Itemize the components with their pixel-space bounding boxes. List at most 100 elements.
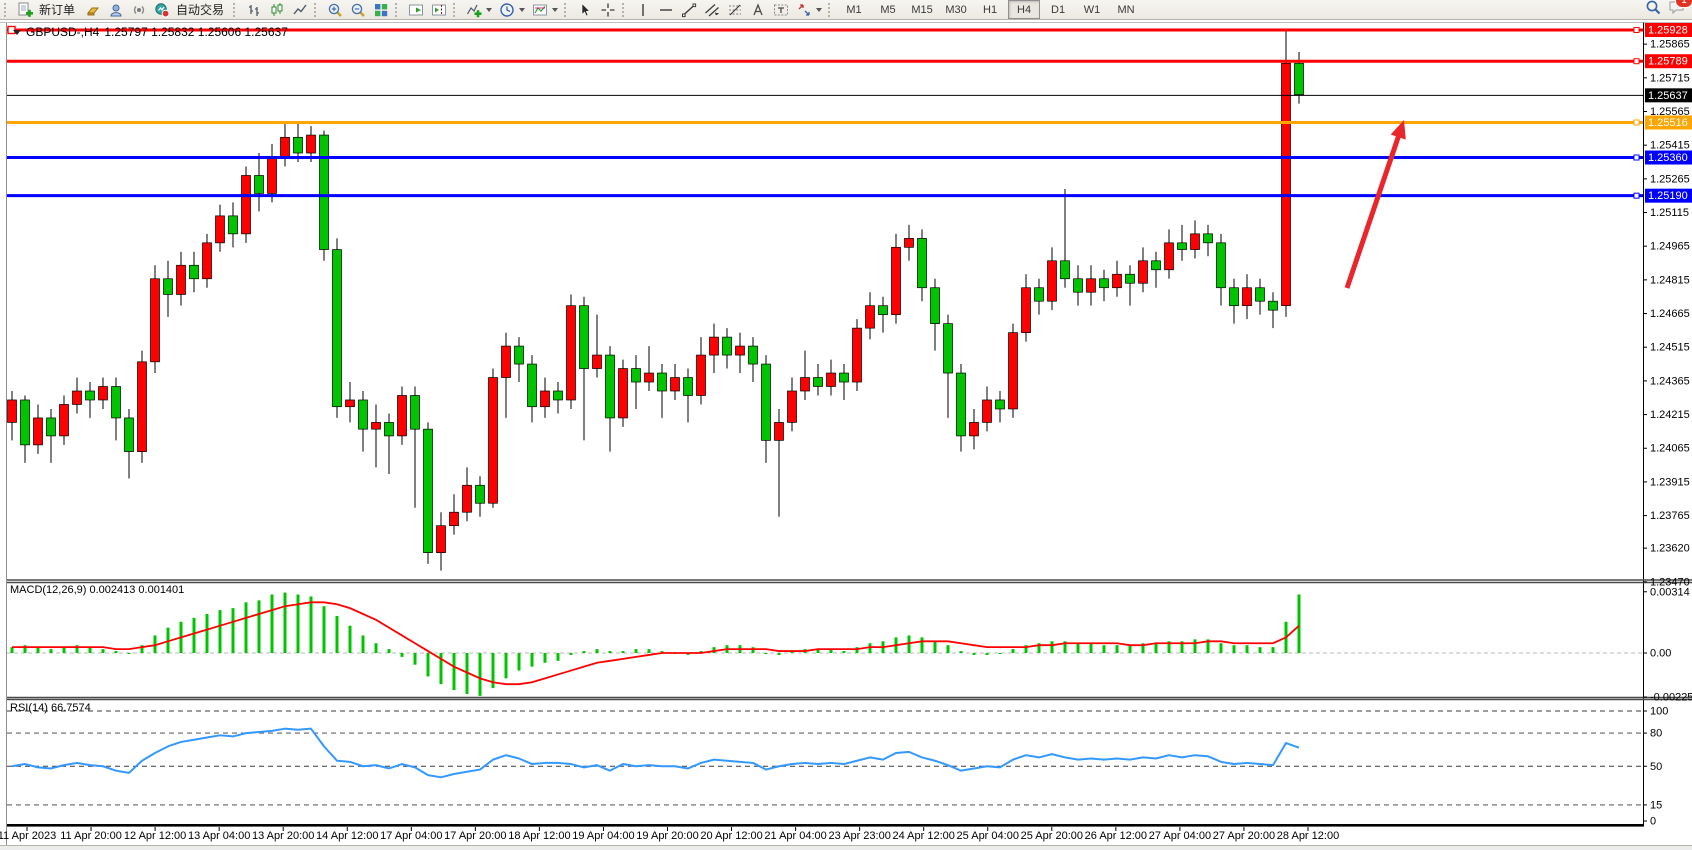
search-icon[interactable] <box>1645 0 1662 21</box>
svg-text:1.24365: 1.24365 <box>1650 375 1690 387</box>
svg-text:1.25190: 1.25190 <box>1648 190 1688 202</box>
svg-text:1.25265: 1.25265 <box>1650 173 1690 185</box>
svg-text:1.24665: 1.24665 <box>1650 308 1690 320</box>
cursor-arrow-icon <box>577 2 593 18</box>
templates-dropdown-caret[interactable] <box>552 7 559 12</box>
symbol-dropdown-icon[interactable] <box>13 29 21 35</box>
timeframe-button-m5[interactable]: M5 <box>880 3 896 16</box>
line-chart-button[interactable] <box>289 1 311 19</box>
timeframe-button-m30[interactable]: M30 <box>945 3 967 16</box>
zoom-in-icon <box>327 2 343 18</box>
svg-text:15: 15 <box>1650 799 1662 811</box>
arrows-dropdown-caret[interactable] <box>816 7 823 12</box>
toolbar-separator <box>828 2 835 17</box>
chart-shift-button[interactable] <box>428 1 450 19</box>
notification-badge: 1 <box>1675 0 1692 8</box>
tile-windows-button[interactable] <box>370 1 392 19</box>
fibonacci-button[interactable] <box>724 1 746 19</box>
bar-chart-icon <box>246 2 262 18</box>
rsi-indicator-label: RSI(14) 66.7574 <box>10 702 91 714</box>
svg-text:27 Apr 20:00: 27 Apr 20:00 <box>1213 830 1275 842</box>
trend-arrow-annotation[interactable] <box>1344 120 1406 289</box>
svg-text:24 Apr 12:00: 24 Apr 12:00 <box>893 830 955 842</box>
profiles-button[interactable] <box>105 1 127 19</box>
svg-text:19 Apr 20:00: 19 Apr 20:00 <box>636 830 698 842</box>
horizontal-line-icon <box>658 2 674 18</box>
candlestick-chart-button[interactable] <box>266 1 288 19</box>
svg-text:1.25516: 1.25516 <box>1648 117 1688 129</box>
svg-text:1.23470: 1.23470 <box>1650 576 1690 588</box>
timeframe-button-d1[interactable]: D1 <box>1051 3 1066 16</box>
auto-scroll-button[interactable] <box>405 1 427 19</box>
svg-text:11 Apr 2023: 11 Apr 2023 <box>0 830 56 842</box>
svg-text:0.00314: 0.00314 <box>1650 586 1690 598</box>
zoom-out-button[interactable] <box>347 1 369 19</box>
timeframe-button-h1[interactable]: H1 <box>983 3 998 16</box>
arrows-button[interactable] <box>793 1 815 19</box>
templates-icon <box>532 2 548 18</box>
svg-text:1.25637: 1.25637 <box>1648 90 1688 102</box>
svg-text:21 Apr 04:00: 21 Apr 04:00 <box>764 830 826 842</box>
new-chart-button[interactable] <box>82 1 104 19</box>
svg-text:18 Apr 12:00: 18 Apr 12:00 <box>508 830 570 842</box>
equidistant-channel-button[interactable] <box>701 1 723 19</box>
svg-text:13 Apr 20:00: 13 Apr 20:00 <box>252 830 314 842</box>
time-axis[interactable]: 11 Apr 2023 11 Apr 20:00 12 Apr 12:00 13 Ap… <box>0 827 1339 842</box>
tile-windows-icon <box>373 2 389 18</box>
timeframe-button-mn[interactable]: MN <box>1117 3 1135 16</box>
svg-text:1.23620: 1.23620 <box>1650 543 1690 555</box>
autotrading-button[interactable] <box>151 1 173 19</box>
svg-text:1.25789: 1.25789 <box>1648 56 1688 68</box>
text-label-button[interactable] <box>770 1 792 19</box>
trendline-button[interactable] <box>678 1 700 19</box>
market-signal-icon <box>131 2 147 18</box>
timeframe-button-h4[interactable]: H4 <box>1008 0 1041 19</box>
timeframe-button-m15[interactable]: M15 <box>911 3 933 16</box>
indicators-dropdown-caret[interactable] <box>486 7 493 12</box>
new-order-button[interactable] <box>14 1 36 19</box>
svg-text:14 Apr 12:00: 14 Apr 12:00 <box>316 830 378 842</box>
periods-dropdown-caret[interactable] <box>519 7 526 12</box>
text-button[interactable] <box>747 1 769 19</box>
vertical-line-button[interactable] <box>632 1 654 19</box>
zoom-in-button[interactable] <box>324 1 346 19</box>
chart-canvas[interactable]: 1.25928 1.25789 1.25637 1.25516 1.25360 1.251… <box>0 20 1692 850</box>
notifications-button[interactable]: 1 <box>1668 0 1692 20</box>
svg-text:25 Apr 04:00: 25 Apr 04:00 <box>957 830 1019 842</box>
timeframe-button-m1[interactable]: M1 <box>846 3 862 16</box>
toolbar-separator <box>314 2 321 17</box>
svg-text:23 Apr 23:00: 23 Apr 23:00 <box>828 830 890 842</box>
svg-text:20 Apr 12:00: 20 Apr 12:00 <box>700 830 762 842</box>
svg-text:1.25360: 1.25360 <box>1648 152 1688 164</box>
horizontal-line-button[interactable] <box>655 1 677 19</box>
bar-chart-button[interactable] <box>243 1 265 19</box>
svg-text:1.25115: 1.25115 <box>1650 207 1689 219</box>
templates-button[interactable] <box>529 1 551 19</box>
crosshair-button[interactable] <box>597 1 619 19</box>
toolbar-separator <box>564 2 571 17</box>
timeframe-button-w1[interactable]: W1 <box>1083 3 1101 16</box>
svg-text:12 Apr 12:00: 12 Apr 12:00 <box>124 830 186 842</box>
svg-text:17 Apr 20:00: 17 Apr 20:00 <box>444 830 506 842</box>
market-watch-button[interactable] <box>128 1 150 19</box>
cursor-button[interactable] <box>574 1 596 19</box>
horizontal-line-objects[interactable]: 1.25928 1.25789 1.25637 1.25516 1.25360 1.251… <box>7 23 1692 203</box>
indicators-button[interactable] <box>463 1 485 19</box>
price-axis[interactable]: 1.25865 1.25715 1.25565 1.25415 1.25265 1.251… <box>1643 39 1690 589</box>
svg-text:1.24065: 1.24065 <box>1650 443 1690 455</box>
chart-title-ohlc: 1.25797 1.25832 1.25606 1.25637 <box>104 25 288 39</box>
svg-text:28 Apr 12:00: 28 Apr 12:00 <box>1277 830 1339 842</box>
svg-text:13 Apr 04:00: 13 Apr 04:00 <box>188 830 250 842</box>
chart-frame <box>0 22 1692 846</box>
new-order-label[interactable]: 新订单 <box>39 3 76 17</box>
svg-text:100: 100 <box>1650 706 1668 718</box>
periods-clock-icon <box>499 2 515 18</box>
periods-button[interactable] <box>496 1 518 19</box>
autotrading-label[interactable]: 自动交易 <box>176 3 225 17</box>
svg-text:27 Apr 04:00: 27 Apr 04:00 <box>1149 830 1211 842</box>
chart-shift-icon <box>431 2 447 18</box>
svg-text:1.25565: 1.25565 <box>1650 106 1690 118</box>
svg-text:1.25415: 1.25415 <box>1650 140 1690 152</box>
svg-text:25 Apr 20:00: 25 Apr 20:00 <box>1021 830 1083 842</box>
equidistant-channel-icon <box>704 2 720 18</box>
